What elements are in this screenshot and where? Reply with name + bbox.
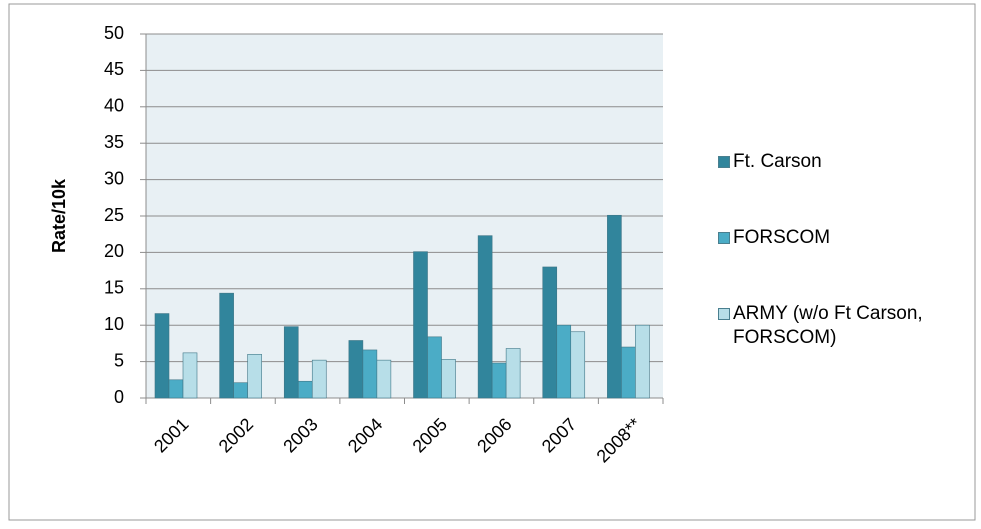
y-tick-label: 10 — [104, 314, 124, 334]
bar — [182, 352, 198, 399]
y-tick-label: 45 — [104, 59, 124, 79]
bar — [311, 359, 327, 399]
legend-label: FORSCOM — [733, 227, 831, 248]
legend-item: FORSCOM — [718, 226, 978, 302]
bar — [542, 266, 558, 399]
bar — [477, 235, 493, 399]
bar — [621, 346, 636, 399]
y-tick-label: 40 — [104, 96, 124, 116]
y-axis-label: Rate/10k — [49, 178, 69, 253]
bar — [570, 331, 586, 399]
bar — [413, 251, 428, 399]
bar — [427, 336, 442, 399]
y-tick-label: 20 — [104, 241, 124, 261]
bar — [233, 382, 248, 399]
bar — [247, 354, 262, 399]
bar — [607, 214, 622, 399]
legend-label: Ft. Carson — [733, 151, 822, 172]
bar — [505, 348, 521, 399]
bar — [297, 380, 313, 399]
bar — [348, 340, 364, 399]
bar — [219, 292, 234, 399]
y-tick-label: 50 — [104, 23, 124, 43]
legend-swatch — [718, 156, 730, 168]
legend-label: ARMY (w/o Ft Carson, FORSCOM) — [733, 303, 923, 348]
bar — [376, 359, 392, 399]
bar — [154, 313, 170, 399]
legend-swatch — [718, 308, 730, 320]
bar — [362, 349, 378, 399]
legend-item: ARMY (w/o Ft Carson, FORSCOM) — [718, 302, 978, 378]
bar — [556, 324, 572, 399]
bar — [168, 379, 184, 399]
bar — [491, 362, 507, 399]
bar — [441, 359, 456, 399]
y-tick-label: 30 — [104, 168, 124, 188]
y-tick-label: 35 — [104, 132, 124, 152]
bar — [635, 324, 650, 399]
bar — [283, 326, 299, 399]
y-tick-label: 15 — [104, 278, 124, 298]
y-tick-label: 0 — [114, 387, 124, 407]
legend-swatch — [718, 232, 730, 244]
legend: Ft. Carson FORSCOM ARMY (w/o Ft Carson, FO… — [718, 150, 978, 378]
y-tick-label: 25 — [104, 205, 124, 225]
y-tick-label: 5 — [114, 350, 124, 370]
legend-item: Ft. Carson — [718, 150, 978, 226]
